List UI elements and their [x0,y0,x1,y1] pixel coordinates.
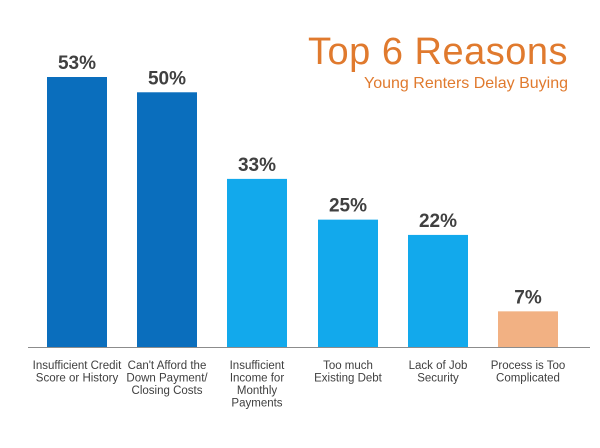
data-label-2: 50% [148,68,186,89]
chart-title: Top 6 Reasons [308,31,568,73]
category-label-5: Lack of Job Security [409,360,468,385]
data-label-5: 22% [419,211,457,232]
data-label-4: 25% [329,196,367,217]
category-label-2: Can't Afford the Down Payment/Closing Cos… [126,360,208,397]
category-label-4: Too much Existing Debt [314,360,383,385]
data-label-6: 7% [514,287,542,308]
bar-6 [498,311,558,347]
bar-3 [227,178,287,347]
chart-subtitle: Young Renters Delay Buying [364,75,568,92]
bar-4 [318,219,378,347]
category-label-1: Insufficient Credit Score or History [33,360,122,385]
title-block: Top 6 Reasons Young Renters Delay Buying [308,30,568,94]
data-label-1: 53% [58,53,96,74]
category-label-6: Process is Too Complicated [491,360,566,385]
category-label-3: Insufficient Income for Monthly Payments [230,360,286,410]
bar-2 [137,92,197,347]
bar-5 [408,234,468,347]
bar-1 [47,77,107,347]
data-label-3: 33% [238,155,276,176]
